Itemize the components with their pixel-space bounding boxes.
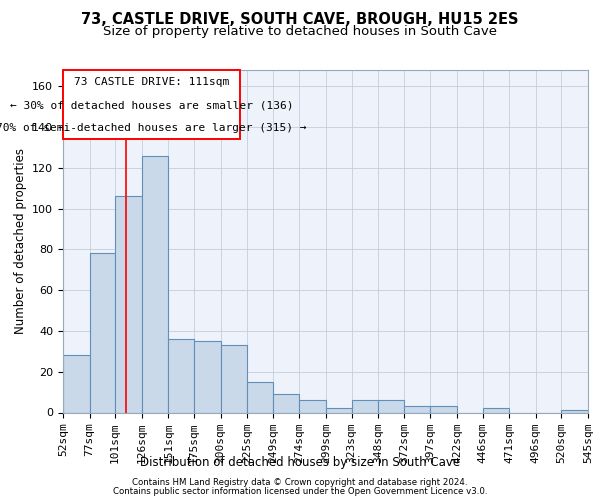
Bar <box>378 400 404 412</box>
Bar <box>404 406 430 412</box>
Bar <box>352 400 378 412</box>
Bar <box>89 254 115 412</box>
Bar <box>247 382 273 412</box>
Text: Contains public sector information licensed under the Open Government Licence v3: Contains public sector information licen… <box>113 486 487 496</box>
Text: 73 CASTLE DRIVE: 111sqm: 73 CASTLE DRIVE: 111sqm <box>74 77 229 87</box>
Bar <box>142 156 169 412</box>
Text: 70% of semi-detached houses are larger (315) →: 70% of semi-detached houses are larger (… <box>0 123 307 133</box>
FancyBboxPatch shape <box>63 70 240 140</box>
Text: Contains HM Land Registry data © Crown copyright and database right 2024.: Contains HM Land Registry data © Crown c… <box>132 478 468 487</box>
Text: 73, CASTLE DRIVE, SOUTH CAVE, BROUGH, HU15 2ES: 73, CASTLE DRIVE, SOUTH CAVE, BROUGH, HU… <box>81 12 519 28</box>
Y-axis label: Number of detached properties: Number of detached properties <box>14 148 26 334</box>
Bar <box>562 410 588 412</box>
Text: ← 30% of detached houses are smaller (136): ← 30% of detached houses are smaller (13… <box>10 100 293 110</box>
Bar <box>482 408 509 412</box>
Bar <box>299 400 326 412</box>
Bar <box>430 406 457 412</box>
Bar <box>326 408 352 412</box>
Bar <box>63 356 89 412</box>
Bar <box>115 196 142 412</box>
Text: Size of property relative to detached houses in South Cave: Size of property relative to detached ho… <box>103 25 497 38</box>
Bar <box>194 341 221 412</box>
Text: Distribution of detached houses by size in South Cave: Distribution of detached houses by size … <box>140 456 460 469</box>
Bar <box>273 394 299 412</box>
Bar <box>169 339 194 412</box>
Bar <box>221 345 247 412</box>
